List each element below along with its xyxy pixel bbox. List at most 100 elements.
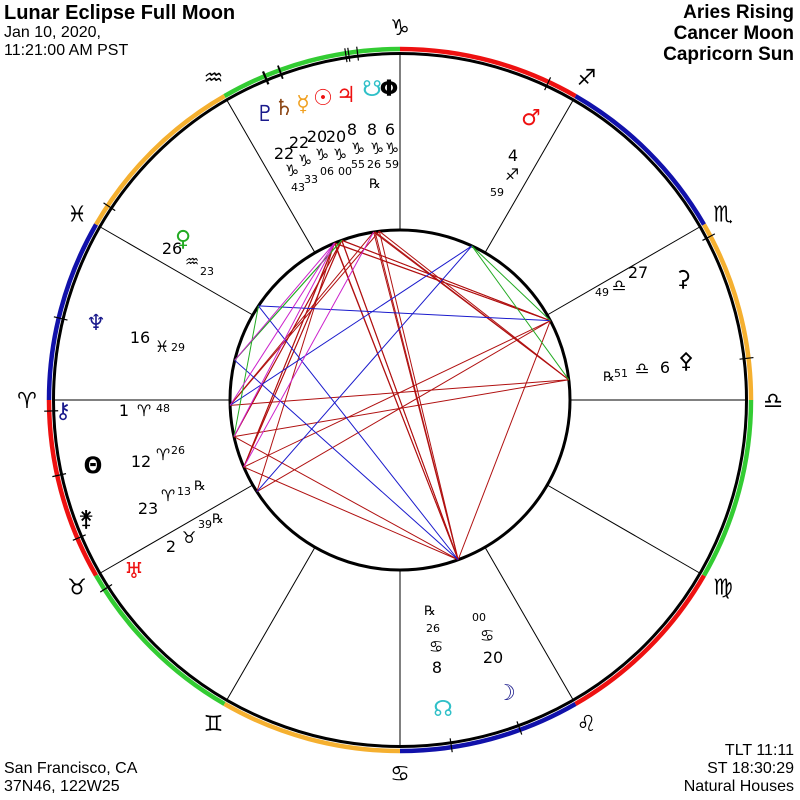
moon-sign: Cancer Moon — [673, 23, 794, 44]
outer-circle — [52, 52, 748, 748]
aspect-line-opposition — [230, 379, 569, 406]
planet-vertex[interactable]: Φ 6♑59 — [380, 77, 400, 171]
planet-minutes: 33 — [304, 173, 318, 186]
planet-pluto[interactable]: ♇ 22♑43 — [255, 102, 305, 194]
sign-glyph-aries: ♈ — [17, 389, 37, 414]
aspect-line-square — [229, 230, 380, 406]
planet-degree: 8 — [432, 658, 442, 677]
ring-segment-taurus — [94, 574, 226, 706]
sign-glyph-taurus: ♉ — [67, 576, 87, 601]
saturn-icon: ♄ — [274, 96, 294, 121]
house-cusp-line — [546, 226, 700, 316]
planet-sign-glyph: ♈ — [161, 486, 175, 505]
planet-minutes: 29 — [171, 341, 185, 354]
ring-tick-ceres — [702, 233, 716, 241]
planet-minutes: 48 — [156, 402, 170, 415]
retrograde-icon: ℞ — [212, 512, 224, 527]
sign-glyph-sagittarius: ♐ — [577, 66, 597, 91]
planet-minutes: 00 — [338, 165, 352, 178]
location-coords: 37N46, 122W25 — [4, 778, 120, 795]
ring-tick-fortune — [52, 473, 67, 478]
house-cusps — [54, 54, 746, 746]
planet-minutes: 23 — [200, 265, 214, 278]
planet-jupiter[interactable]: ♃8♑55 — [336, 83, 365, 171]
house-system: Natural Houses — [683, 778, 794, 795]
ring-tick-south-node — [347, 47, 351, 62]
retrograde-icon: ℞ — [424, 604, 436, 619]
aspect-line-opposition — [243, 320, 551, 468]
sign-glyph-gemini: ♊ — [204, 712, 224, 737]
ring-segment-virgo — [702, 399, 754, 577]
planet-minutes: 59 — [385, 158, 399, 171]
planet-south-node[interactable]: ☋ 8♑26 ℞ — [362, 77, 384, 192]
planet-sign-glyph: ♑ — [385, 139, 399, 158]
planet-sign-glyph: ♑ — [285, 161, 299, 180]
planet-minutes: 26 — [171, 444, 185, 457]
retrograde-icon: ℞ — [603, 370, 615, 385]
aspect-line-trine — [229, 245, 473, 406]
house-cusp-line — [100, 226, 254, 316]
house-cusp-line — [226, 546, 316, 700]
planet-degree: 27 — [628, 263, 648, 282]
planet-fortune[interactable]: Θ 12 ♈ 26 — [84, 444, 185, 479]
juno-icon: ⚵ — [78, 507, 94, 532]
aspect-line-quincunx — [234, 242, 335, 361]
planet-juno[interactable]: ⚵ 23♈ 13 ℞ — [78, 479, 206, 532]
jupiter-icon: ♃ — [336, 83, 356, 108]
sign-glyph-virgo: ♍ — [713, 576, 733, 601]
chiron-icon: ⚷ — [55, 399, 71, 424]
planet-minutes: 26 — [367, 158, 381, 171]
sign-glyph-capricorn: ♑ — [390, 16, 410, 41]
ring-segment-capricorn — [223, 46, 401, 98]
planet-ceres[interactable]: ⚳ 27♎49 — [595, 263, 691, 299]
house-cusp-line — [100, 484, 254, 574]
planet-mars[interactable]: ♂4♐59 — [490, 106, 541, 199]
planet-sun[interactable]: ☉20♑00 — [313, 86, 352, 178]
planet-degree: 20 — [307, 127, 327, 146]
aspect-line-opposition — [333, 243, 459, 560]
ring-tick-sun — [277, 65, 284, 79]
ring-tick-mars — [544, 77, 552, 91]
chart-info: TLT 11:11 ST 18:30:29 Natural Houses — [684, 742, 794, 796]
ring-segment-libra — [702, 223, 754, 401]
rising-sign: Aries Rising — [683, 2, 794, 23]
planet-uranus[interactable]: ♅ 2 ♉39 ℞ — [124, 512, 224, 584]
chart-title: Lunar Eclipse Full Moon — [4, 2, 236, 24]
planet-venus[interactable]: ♀26♒23 — [162, 227, 214, 278]
planet-chiron[interactable]: ⚷ 1 ♈ 48 — [55, 399, 170, 424]
aspect-line-sextile — [233, 305, 259, 437]
planet-north-node[interactable]: ☊ 8 ♋ 26 ℞ — [424, 604, 453, 722]
aspect-line-opposition — [378, 231, 459, 560]
planet-mercury[interactable]: ☿20♑06 — [296, 92, 334, 178]
planet-sign-glyph: ♎ — [635, 359, 649, 378]
ring-segment-sagittarius — [399, 46, 577, 98]
aspect-line-trine — [234, 359, 459, 561]
ring-tick-mercury — [277, 65, 284, 80]
planet-degree: 8 — [367, 120, 377, 139]
planet-sign-glyph: ♑ — [370, 139, 384, 158]
planet-pallas[interactable]: ⚴ 6 ♎ 51℞ — [603, 349, 694, 385]
ring-tick-neptune — [53, 316, 68, 321]
ceres-icon: ⚳ — [675, 267, 691, 292]
planet-saturn[interactable]: ♄22♑33 — [274, 96, 318, 186]
aspect-line-opposition — [256, 320, 551, 493]
aspect-line-square — [243, 240, 343, 468]
ring-segment-cancer — [399, 702, 577, 754]
sign-glyph-cancer: ♋ — [390, 762, 410, 787]
planet-degree: 12 — [131, 452, 151, 471]
planet-moon[interactable]: ☽ 20 ♋ 00 — [472, 611, 516, 706]
planet-degree: 16 — [130, 328, 150, 347]
house-cusp-line — [226, 100, 316, 254]
ring-tick-juno — [72, 534, 86, 541]
planet-minutes: 26 — [426, 622, 440, 635]
sign-glyph-aquarius: ♒ — [204, 66, 224, 91]
aspect-line-quincunx — [233, 242, 336, 437]
house-cusp-line — [484, 546, 574, 700]
pluto-icon: ♇ — [255, 102, 275, 127]
ring-tick-north-node — [449, 738, 453, 753]
chart-summary: Aries Rising Cancer Moon Capricorn Sun — [663, 2, 794, 65]
planet-degree: 20 — [483, 648, 503, 667]
planet-minutes: 00 — [472, 611, 486, 624]
planet-neptune[interactable]: ♆ 16 ♓ 29 — [86, 311, 185, 356]
